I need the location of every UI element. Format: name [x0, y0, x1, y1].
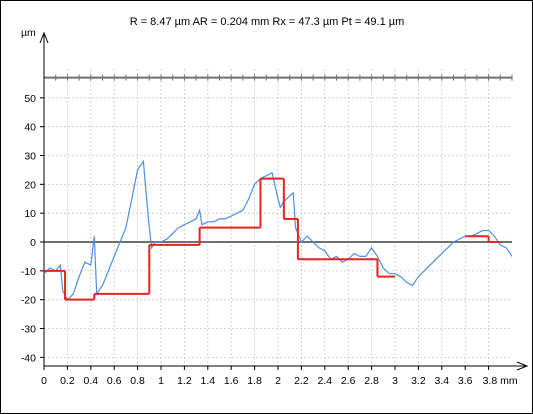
x-tick-label: 2: [275, 375, 281, 387]
x-tick-label: 1.8: [247, 375, 262, 387]
x-axis-arrow: [516, 361, 529, 371]
motif-lines: [44, 177, 501, 301]
x-tick-label: 0.2: [60, 375, 75, 387]
x-tick-label: 2.6: [341, 375, 356, 387]
x-tick-label: 2.8: [364, 375, 379, 387]
y-axis-label: µm: [21, 27, 36, 39]
x-tick-label: 0.8: [130, 375, 145, 387]
x-tick-label: 0.6: [107, 375, 122, 387]
x-tick-label: 3: [392, 375, 398, 387]
y-tick-label: 0: [30, 237, 36, 249]
y-tick-label: -20: [21, 295, 36, 307]
x-tick-label: 0.4: [83, 375, 98, 387]
x-tick-label: 3.8 mm: [483, 375, 518, 387]
x-tick-label: 1.6: [224, 375, 239, 387]
x-tick-label: 1: [158, 375, 164, 387]
y-tick-label: -10: [21, 266, 36, 278]
x-tick-label: 1.2: [177, 375, 192, 387]
y-tick-label: 30: [24, 151, 36, 163]
y-axis-arrow: [39, 31, 49, 44]
x-tick-label: 2.2: [294, 375, 309, 387]
y-tick-label: 40: [24, 122, 36, 134]
x-tick-label: 0: [41, 375, 47, 387]
grid: [44, 69, 512, 366]
chart-title: R = 8.47 µm AR = 0.204 mm Rx = 47.3 µm P…: [130, 16, 405, 28]
y-tick-label: -40: [21, 352, 36, 364]
x-tick-label: 3.6: [458, 375, 473, 387]
profile-line: [43, 159, 513, 301]
y-tick-label: -30: [21, 324, 36, 336]
x-tick-label: 3.2: [411, 375, 426, 387]
x-tick-label: 2.4: [317, 375, 332, 387]
x-tick-label: 1.4: [200, 375, 215, 387]
y-tick-label: 20: [24, 179, 36, 191]
y-tick-label: 50: [24, 93, 36, 105]
y-tick-label: 10: [24, 208, 36, 220]
x-tick-label: 3.4: [434, 375, 449, 387]
